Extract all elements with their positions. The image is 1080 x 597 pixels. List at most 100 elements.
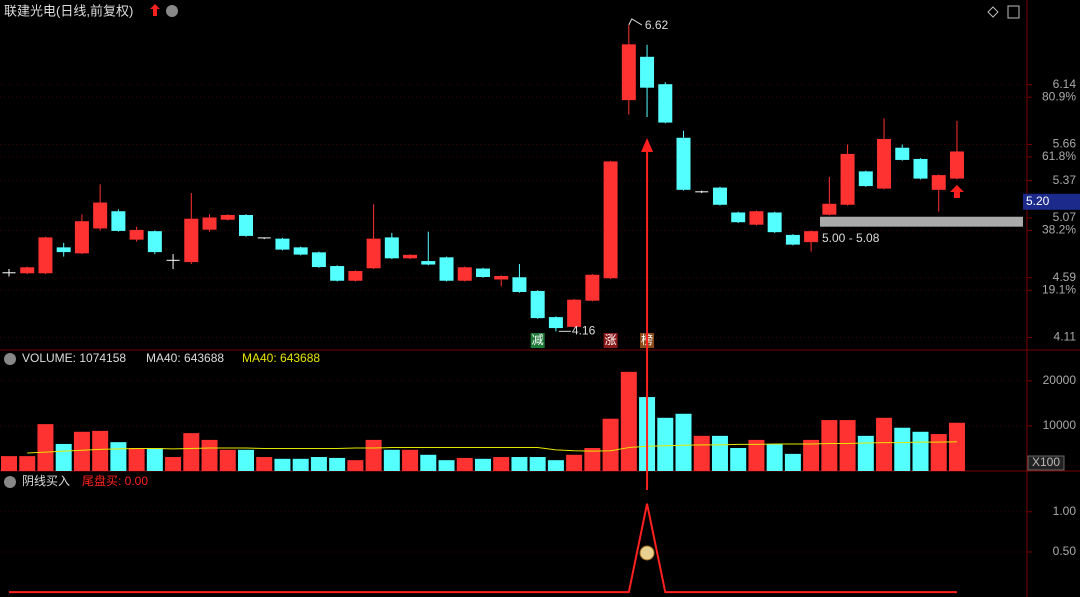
menu-icon[interactable] xyxy=(166,5,178,17)
volume-bar xyxy=(237,449,254,471)
candle-body xyxy=(421,261,436,265)
candle-body xyxy=(202,217,217,230)
volume-bar xyxy=(55,443,72,471)
y-tick-label: 10000 xyxy=(1043,418,1077,432)
y-tick-label: 80.9% xyxy=(1042,89,1076,103)
volume-bar xyxy=(930,434,947,471)
volume-bar xyxy=(821,420,838,471)
candle-body xyxy=(184,218,199,263)
indicator-line xyxy=(9,503,957,594)
volume-bar xyxy=(803,439,820,471)
candle-body xyxy=(311,252,326,268)
candle-body xyxy=(384,237,399,259)
volume-bar xyxy=(602,418,619,471)
volume-bar xyxy=(37,424,54,471)
volume-bar xyxy=(201,439,218,471)
candle-body xyxy=(585,274,600,301)
volume-bar xyxy=(948,422,965,471)
volume-bar xyxy=(165,457,182,471)
volume-bar xyxy=(529,457,546,471)
candle-body xyxy=(658,84,673,123)
candle-body xyxy=(403,254,418,259)
candle-body xyxy=(530,290,545,319)
volume-bar xyxy=(110,442,127,471)
marker-label: 减 xyxy=(532,333,544,347)
y-tick-label: 5.37 xyxy=(1053,173,1077,187)
volume-bar xyxy=(256,457,273,471)
candle-body xyxy=(439,257,454,281)
candle-body xyxy=(895,147,910,160)
high-label: 6.62 xyxy=(645,18,669,32)
candle-body xyxy=(129,229,144,240)
y-tick-label: 20000 xyxy=(1043,373,1077,387)
volume-bar xyxy=(766,443,783,471)
volume-bar xyxy=(711,435,728,471)
volume-bar xyxy=(857,435,874,471)
candle-body xyxy=(913,158,928,179)
y-tick-label: 4.11 xyxy=(1054,330,1077,344)
menu-icon[interactable] xyxy=(4,353,16,365)
candle-body xyxy=(822,203,837,215)
candle-body xyxy=(494,276,509,280)
volume-bar xyxy=(511,457,528,471)
y-tick-label: 6.14 xyxy=(1053,77,1077,91)
volume-bar xyxy=(183,433,200,471)
candle-body xyxy=(567,299,582,327)
volume-bar xyxy=(1,456,17,471)
volume-bar xyxy=(876,417,893,471)
volume-bar xyxy=(547,460,564,471)
up-icon xyxy=(150,4,160,16)
candle-body xyxy=(949,151,964,179)
candle-body xyxy=(330,266,345,281)
volume-bar xyxy=(128,448,145,471)
candle-body xyxy=(877,139,892,189)
y-tick-label: 19.1% xyxy=(1042,282,1076,296)
y-tick-label: 61.8% xyxy=(1042,149,1076,163)
range-label: 5.00 - 5.08 xyxy=(822,231,880,245)
candle-body xyxy=(147,231,162,253)
volume-bar xyxy=(292,458,309,471)
volume-label: VOLUME: 1074158 xyxy=(22,351,126,365)
candle-body xyxy=(475,268,490,278)
last-price-box xyxy=(1023,193,1080,210)
arrow-head xyxy=(641,138,654,152)
candle-body xyxy=(457,267,472,281)
candle-body xyxy=(293,247,308,255)
candle-body xyxy=(621,44,636,101)
volume-bar xyxy=(146,448,163,471)
unit-label: X100 xyxy=(1032,455,1060,469)
up-arrow xyxy=(949,185,964,198)
candle-body xyxy=(38,237,53,274)
volume-bar xyxy=(675,413,692,471)
volume-bar xyxy=(274,458,291,471)
marker-box xyxy=(530,333,545,348)
candle-body xyxy=(366,238,381,269)
candle-body xyxy=(56,247,71,253)
unit-box xyxy=(1027,455,1065,471)
volume-bar xyxy=(620,371,637,471)
marker-box xyxy=(603,333,618,348)
window-icon[interactable] xyxy=(1007,5,1020,19)
candle-body xyxy=(20,267,35,274)
menu-icon[interactable] xyxy=(4,476,16,488)
y-tick-label: 5.66 xyxy=(1053,137,1077,151)
candle-body xyxy=(804,231,819,243)
candle-body xyxy=(767,212,782,233)
last-price-label: 5.20 xyxy=(1026,194,1050,208)
ma-label: MA40: 643688 xyxy=(146,351,224,365)
candle-body xyxy=(931,175,946,190)
candle-body xyxy=(512,277,527,292)
volume-bar xyxy=(438,460,455,471)
ma-label: MA40: 643688 xyxy=(242,351,320,365)
candle-body xyxy=(275,238,290,250)
volume-bar xyxy=(912,431,929,471)
candle-body xyxy=(220,214,235,220)
volume-bar xyxy=(894,427,911,471)
y-tick-label: 5.07 xyxy=(1053,210,1077,224)
candle-body xyxy=(603,161,618,279)
candle-body xyxy=(749,211,764,225)
diamond-icon[interactable] xyxy=(987,6,999,18)
candle-body xyxy=(731,212,746,223)
volume-bar xyxy=(329,457,346,471)
